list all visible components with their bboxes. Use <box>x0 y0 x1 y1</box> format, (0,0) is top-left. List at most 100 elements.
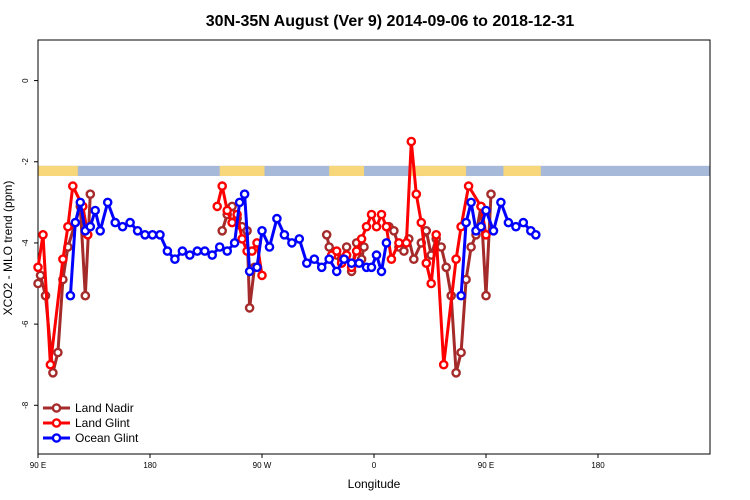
series-1-point-4 <box>63 221 73 232</box>
series-2-point-34 <box>294 234 305 244</box>
series-2-point-13 <box>147 229 158 240</box>
series-2-point-7 <box>102 197 113 208</box>
y-axis-label: XCO2 - MLO trend (ppm) <box>1 181 15 316</box>
series-2-point-57 <box>511 221 521 232</box>
series-0-point-16 <box>244 303 255 313</box>
legend-label-2: Ocean Glint <box>75 431 139 445</box>
series-2-point-44 <box>366 262 377 273</box>
y-tick-label-2: -4 <box>21 239 30 247</box>
axis-ticks: 90 E 180 90 W 0 90 E 180 0 -2 -4 -6 -8 <box>21 78 605 470</box>
series-2-point-25 <box>234 197 245 208</box>
series-0-line-0 <box>36 194 92 375</box>
series-1-point-44 <box>481 229 491 240</box>
legend-label-1: Land Glint <box>75 416 130 430</box>
series-0-point-37 <box>436 242 447 252</box>
series-0-point-46 <box>481 290 491 301</box>
series-1-point-39 <box>438 359 449 370</box>
series-2-point-37 <box>316 262 327 273</box>
series-2-point-14 <box>155 229 165 240</box>
series-0-point-18 <box>321 229 332 240</box>
series-1-line-1 <box>215 184 264 276</box>
series-2-point-12 <box>140 229 150 240</box>
series-1-point-19 <box>331 246 342 256</box>
series-1-point-28 <box>376 209 387 220</box>
series-1-point-29 <box>381 221 392 232</box>
series-2-point-28 <box>252 262 262 273</box>
series-2-point-60 <box>531 229 541 240</box>
x-tick-label-1: 180 <box>143 461 157 470</box>
series-1-point-8 <box>212 201 222 212</box>
series-2-point-19 <box>192 246 203 256</box>
y-tick-label-1: -2 <box>21 158 30 166</box>
series-2-point-32 <box>279 229 290 240</box>
series-2-point-30 <box>264 242 275 252</box>
series-2-point-39 <box>331 266 342 277</box>
series-0-point-47 <box>486 189 496 199</box>
series-2-point-49 <box>461 217 471 228</box>
series-1-point-13 <box>237 234 247 244</box>
series-2-point-41 <box>346 258 357 269</box>
series-1-point-40 <box>451 254 461 265</box>
series-0-point-4 <box>53 347 63 358</box>
y-tick-label-0: 0 <box>21 78 30 83</box>
series-0-point-1 <box>35 270 46 281</box>
series-2-point-6 <box>95 225 105 236</box>
band-land-4 <box>503 165 541 176</box>
series-2-point-29 <box>257 225 267 236</box>
series-2-point-1 <box>70 217 81 228</box>
series-1-point-10 <box>222 205 232 216</box>
series-1-point-35 <box>416 217 427 228</box>
series-2-point-26 <box>239 189 250 199</box>
series-0-point-32 <box>408 254 419 265</box>
series-1-point-31 <box>394 238 404 248</box>
series-2-point-4 <box>85 221 96 232</box>
series-2-point-2 <box>75 197 86 208</box>
series-layer <box>33 136 541 378</box>
series-2-point-8 <box>110 217 120 228</box>
series-0-point-30 <box>399 246 409 256</box>
series-2-point-23 <box>222 246 232 256</box>
series-0-point-38 <box>441 262 452 273</box>
series-0-point-26 <box>359 242 369 252</box>
y-tick-label-3: -6 <box>21 320 30 328</box>
series-2-point-40 <box>339 254 349 265</box>
series-2-point-27 <box>244 266 255 277</box>
series-2-point-17 <box>177 246 188 256</box>
series-2-point-35 <box>301 258 312 269</box>
series-2-point-46 <box>376 266 387 277</box>
series-2-point-42 <box>354 258 364 269</box>
chart-title: 30N-35N August (Ver 9) 2014-09-06 to 201… <box>206 13 575 30</box>
series-1-point-9 <box>217 181 227 191</box>
series-1-point-27 <box>371 221 382 232</box>
series-2-point-24 <box>229 238 240 248</box>
series-1-point-34 <box>411 189 422 199</box>
legend-label-0: Land Nadir <box>75 401 134 415</box>
series-2-point-47 <box>381 238 392 248</box>
series-2-point-36 <box>309 254 320 265</box>
series-2-point-50 <box>466 197 476 208</box>
series-2-point-45 <box>371 250 382 260</box>
series-2-point-0 <box>65 290 76 301</box>
series-1-point-23 <box>351 246 362 256</box>
series-2-point-5 <box>90 205 100 216</box>
series-0-point-0 <box>33 278 43 289</box>
series-1-point-5 <box>68 181 78 191</box>
series-2 <box>65 189 541 301</box>
x-tick-label-0: 90 E <box>30 461 46 470</box>
series-1-point-33 <box>406 136 417 147</box>
plot-frame <box>37 39 711 455</box>
series-2-point-53 <box>481 205 491 216</box>
series-1-point-3 <box>58 254 68 265</box>
series-0-point-28 <box>389 225 399 236</box>
series-1-point-11 <box>227 217 237 228</box>
series-0-point-41 <box>456 347 466 358</box>
series-1-point-2 <box>45 359 56 370</box>
legend-marker-2 <box>51 433 62 443</box>
band-land-2 <box>329 165 365 176</box>
series-2-point-56 <box>503 217 514 228</box>
series-2-point-9 <box>117 221 128 232</box>
series-1-point-32 <box>401 238 412 248</box>
series-1-point-17 <box>257 270 267 281</box>
